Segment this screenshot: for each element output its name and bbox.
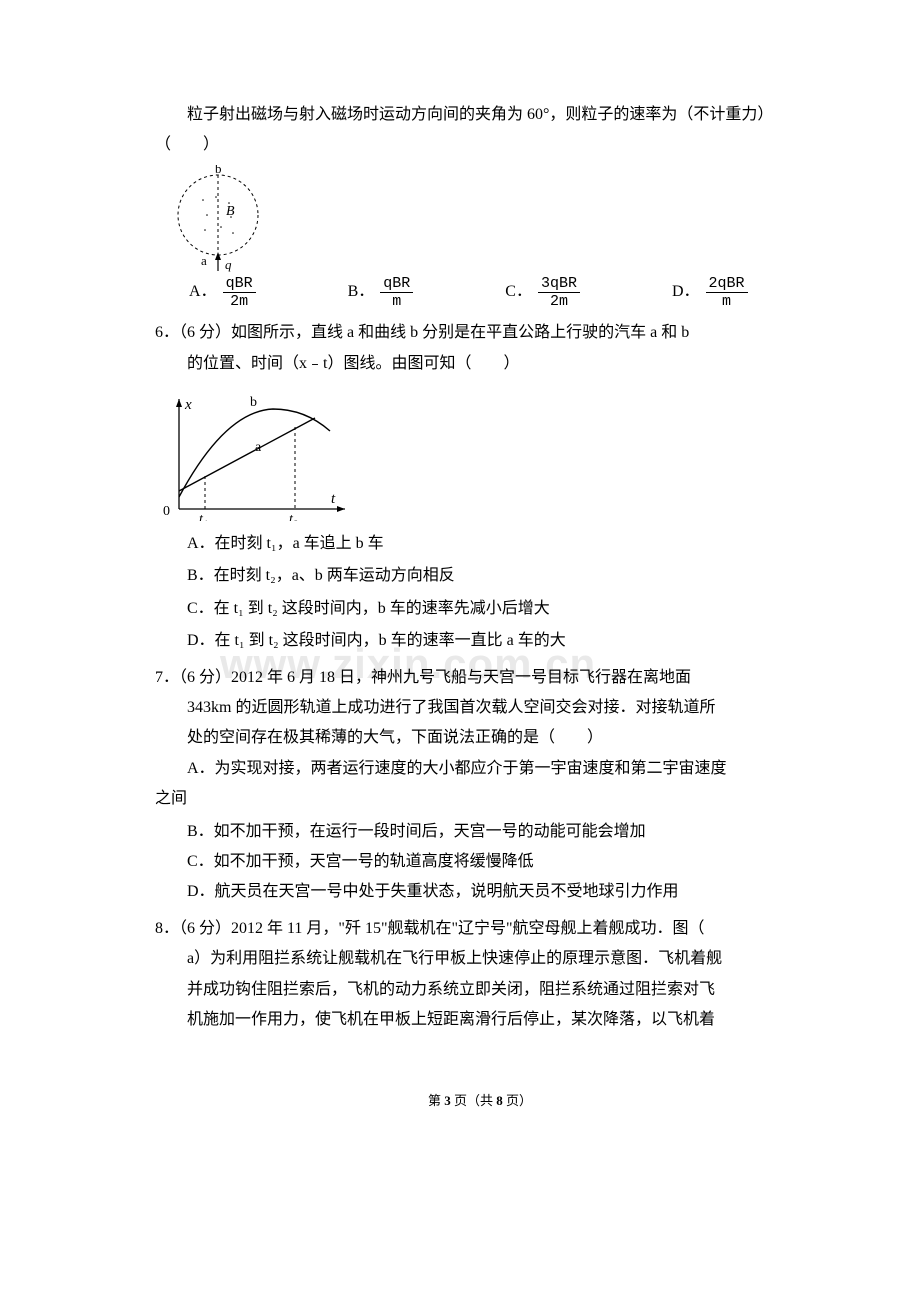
fraction: 2qBR m: [706, 275, 748, 311]
svg-text:b: b: [250, 395, 257, 410]
question-8: 8．（6 分）2012 年 11 月，"歼 15"舰载机在"辽宁号"航空母舰上着…: [155, 914, 805, 1036]
q7-option-b: B．如不加干预，在运行一段时间后，天宫一号的动能可能会增加: [155, 817, 805, 847]
fraction: qBR 2m: [223, 275, 256, 311]
q5-label-b: b: [215, 165, 222, 176]
q5-continuation: 粒子射出磁场与射入磁场时运动方向间的夹角为 60°，则粒子的速率为（不计重力）（…: [155, 100, 805, 161]
q6-option-c: C．在 t₁ 到 t₂ 这段时间内，b 车的速率先减小后增大: [155, 594, 805, 624]
q8-stem-line1: 8．（6 分）2012 年 11 月，"歼 15"舰载机在"辽宁号"航空母舰上着…: [155, 914, 805, 944]
q7-stem-line1: 7．（6 分）2012 年 6 月 18 日，神州九号飞船与天宫一号目标飞行器在…: [155, 663, 805, 693]
q6-option-d: D．在 t₁ 到 t₂ 这段时间内，b 车的速率一直比 a 车的大: [155, 626, 805, 656]
q6-svg: x t 0 t₁ t₂ a b: [155, 391, 355, 521]
svg-text:t₂: t₂: [289, 512, 298, 521]
q5-option-b: B． qBR m: [348, 275, 414, 311]
q6-option-b: B．在时刻 t₂，a、b 两车运动方向相反: [155, 561, 805, 591]
q5-option-d: D． 2qBR m: [672, 275, 748, 311]
q8-stem-line4: 机施加一作用力，使飞机在甲板上短距离滑行后停止，某次降落，以飞机着: [155, 1005, 805, 1035]
question-6: 6．（6 分）如图所示，直线 a 和曲线 b 分别是在平直公路上行驶的汽车 a …: [155, 318, 805, 656]
svg-text:t₁: t₁: [199, 512, 208, 521]
fraction: 3qBR 2m: [538, 275, 580, 311]
q7-option-a-line2: 之间: [155, 784, 805, 814]
svg-text:0: 0: [163, 504, 170, 519]
q5-option-c: C． 3qBR 2m: [505, 275, 580, 311]
q5-label-a: a: [201, 253, 207, 268]
question-5: 粒子射出磁场与射入磁场时运动方向间的夹角为 60°，则粒子的速率为（不计重力）（…: [155, 100, 805, 310]
q7-option-c: C．如不加干预，天宫一号的轨道高度将缓慢降低: [155, 847, 805, 877]
q5-svg: b B a q: [173, 165, 283, 275]
q5-options: A． qBR 2m B． qBR m C． 3qBR 2m: [189, 275, 805, 311]
q8-stem-line2: a）为利用阻拦系统让舰载机在飞行甲板上快速停止的原理示意图．飞机着舰: [155, 944, 805, 974]
q6-stem-line2: 的位置、时间（x﹣t）图线。由图可知（ ）: [155, 349, 805, 379]
q6-stem-line1: 6．（6 分）如图所示，直线 a 和曲线 b 分别是在平直公路上行驶的汽车 a …: [155, 318, 805, 348]
q7-option-a-line1: A．为实现对接，两者运行速度的大小都应介于第一宇宙速度和第二宇宙速度: [155, 754, 805, 784]
svg-text:x: x: [184, 397, 192, 413]
q7-stem-line2: 343km 的近圆形轨道上成功进行了我国首次载人空间交会对接．对接轨道所: [155, 693, 805, 723]
q5-option-a: A． qBR 2m: [189, 275, 256, 311]
svg-text:a: a: [255, 440, 262, 455]
fraction: qBR m: [380, 275, 413, 311]
q6-option-a: A．在时刻 t₁，a 车追上 b 车: [155, 529, 805, 559]
q6-diagram: x t 0 t₁ t₂ a b: [155, 391, 805, 521]
q7-option-d: D．航天员在天宫一号中处于失重状态，说明航天员不受地球引力作用: [155, 877, 805, 907]
q7-stem-line3: 处的空间存在极其稀薄的大气，下面说法正确的是（ ）: [155, 723, 805, 753]
svg-text:t: t: [331, 491, 336, 507]
q5-label-q: q: [225, 257, 232, 272]
page-content: 粒子射出磁场与射入磁场时运动方向间的夹角为 60°，则粒子的速率为（不计重力）（…: [155, 100, 805, 1114]
page-footer: 第 3 页（共 8 页）: [155, 1089, 805, 1114]
question-7: 7．（6 分）2012 年 6 月 18 日，神州九号飞船与天宫一号目标飞行器在…: [155, 663, 805, 908]
q5-label-B: B: [226, 204, 235, 219]
q8-stem-line3: 并成功钩住阻拦索后，飞机的动力系统立即关闭，阻拦系统通过阻拦索对飞: [155, 975, 805, 1005]
q5-diagram: b B a q: [173, 165, 805, 275]
